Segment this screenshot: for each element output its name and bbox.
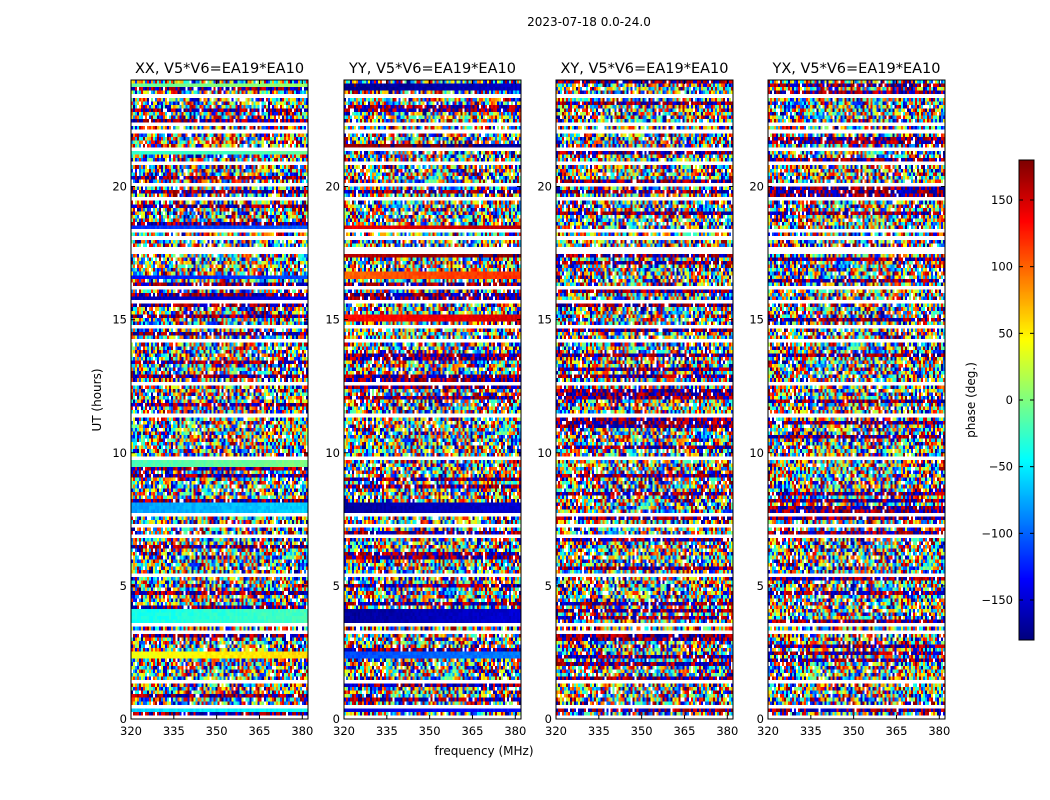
colorbar-tick-label: −50 <box>989 460 1013 474</box>
y-tick-label: 0 <box>757 712 764 726</box>
colorbar-gradient <box>1019 160 1034 640</box>
panel-title: XY, V5*V6=EA19*EA10 <box>560 61 728 77</box>
y-tick-label: 20 <box>112 180 127 194</box>
panel-title: YX, V5*V6=EA19*EA10 <box>771 61 940 77</box>
y-tick-label: 20 <box>325 180 340 194</box>
x-tick-label: 350 <box>843 724 865 738</box>
panel-1: XX, V5*V6=EA19*EA10 320 335 350 365 380 0 5 10 15… <box>112 61 313 738</box>
y-tick-label: 20 <box>537 180 552 194</box>
colorbar-tick-label: 0 <box>1006 393 1013 407</box>
colorbar-label: phase (deg.) <box>964 362 978 438</box>
x-tick-label: 320 <box>757 724 779 738</box>
y-tick-label: 10 <box>537 446 552 460</box>
y-tick-label: 0 <box>333 712 340 726</box>
x-tick-label: 365 <box>248 724 270 738</box>
panel-frame <box>130 79 309 720</box>
x-tick-label: 320 <box>545 724 567 738</box>
figure-suptitle: 2023-07-18 0.0-24.0 <box>527 15 651 29</box>
y-tick-label: 15 <box>749 313 764 327</box>
y-tick-label: 15 <box>112 313 127 327</box>
y-tick-label: 5 <box>545 579 552 593</box>
x-tick-label: 380 <box>928 724 950 738</box>
y-tick-label: 15 <box>325 313 340 327</box>
panel-3: XY, V5*V6=EA19*EA10 320 335 350 365 380 0 5 10 15… <box>537 61 738 738</box>
colorbar-tick-label: 50 <box>998 326 1013 340</box>
colorbar-tick-label: −100 <box>981 526 1013 540</box>
x-tick-label: 380 <box>716 724 738 738</box>
y-tick-label: 0 <box>545 712 552 726</box>
phase-heatmap-image <box>556 80 733 719</box>
phase-heatmap-image <box>344 80 521 719</box>
x-axis-label: frequency (MHz) <box>434 744 533 758</box>
x-tick-label: 320 <box>120 724 142 738</box>
panel-frame <box>555 79 734 720</box>
colorbar: 150 100 50 0 −50 −100 −150 <box>981 159 1035 641</box>
x-tick-label: 365 <box>461 724 483 738</box>
panels-group: XX, V5*V6=EA19*EA10 320 335 350 365 380 0 5 10 15… <box>112 61 950 738</box>
y-tick-label: 5 <box>757 579 764 593</box>
y-tick-label: 5 <box>120 579 127 593</box>
x-tick-label: 335 <box>588 724 610 738</box>
x-tick-label: 320 <box>333 724 355 738</box>
panel-frame <box>343 79 522 720</box>
x-tick-label: 365 <box>885 724 907 738</box>
x-tick-label: 335 <box>163 724 185 738</box>
y-tick-label: 0 <box>120 712 127 726</box>
phase-heatmap-image <box>131 80 308 719</box>
x-tick-label: 350 <box>631 724 653 738</box>
y-tick-label: 10 <box>112 446 127 460</box>
colorbar-tick-label: 100 <box>991 260 1013 274</box>
x-tick-label: 380 <box>504 724 526 738</box>
x-tick-label: 365 <box>673 724 695 738</box>
y-axis-label: UT (hours) <box>90 368 104 431</box>
x-tick-label: 335 <box>800 724 822 738</box>
panel-frame <box>767 79 946 720</box>
panel-title: XX, V5*V6=EA19*EA10 <box>135 61 304 77</box>
colorbar-tick-label: −150 <box>981 593 1013 607</box>
colorbar-tick-label: 150 <box>991 193 1013 207</box>
panel-4: YX, V5*V6=EA19*EA10 320 335 350 365 380 0 5 10 15… <box>749 61 950 738</box>
y-tick-label: 20 <box>749 180 764 194</box>
x-tick-label: 350 <box>419 724 441 738</box>
y-tick-label: 10 <box>325 446 340 460</box>
y-tick-label: 5 <box>333 579 340 593</box>
y-tick-label: 10 <box>749 446 764 460</box>
y-tick-label: 15 <box>537 313 552 327</box>
x-tick-label: 350 <box>206 724 228 738</box>
x-tick-label: 335 <box>376 724 398 738</box>
x-tick-label: 380 <box>291 724 313 738</box>
panel-title: YY, V5*V6=EA19*EA10 <box>348 61 516 77</box>
phase-heatmap-image <box>768 80 945 719</box>
panel-2: YY, V5*V6=EA19*EA10 320 335 350 365 380 0 5 10 15… <box>325 61 526 738</box>
